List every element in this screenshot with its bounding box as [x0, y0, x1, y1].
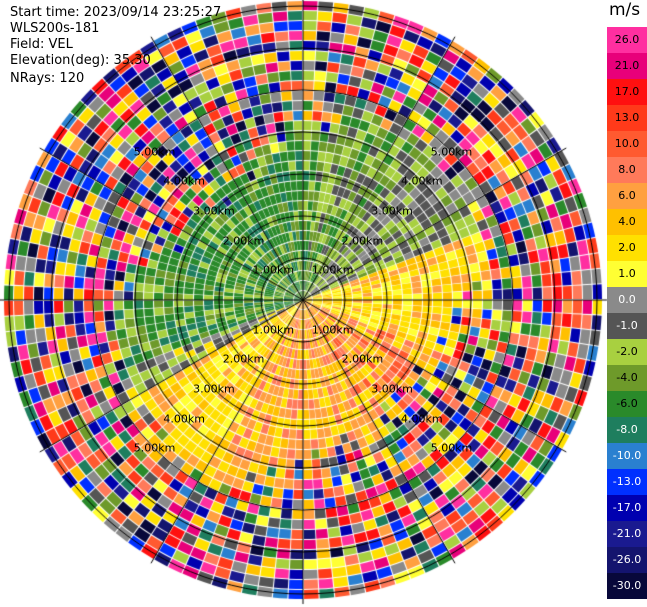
colorbar-tick-label: -21.0 [612, 527, 642, 540]
start-time-label: Start time: 2023/09/14 23:25:27 [10, 5, 222, 20]
colorbar-segment [607, 469, 647, 495]
colorbar-segment [607, 105, 647, 131]
colorbar-tick-label: 2.0 [618, 241, 636, 254]
colorbar-segment [607, 53, 647, 79]
range-ring-label: 4.00km [163, 412, 205, 426]
colorbar-segment [607, 521, 647, 547]
colorbar-segment [607, 339, 647, 365]
colorbar-segment [607, 365, 647, 391]
range-ring-label: 3.00km [371, 382, 413, 396]
range-ring-label: 5.00km [430, 145, 473, 158]
colorbar-tick-label: -13.0 [612, 475, 642, 488]
nrays-label: NRays: 120 [10, 71, 85, 86]
colorbar-segment [607, 235, 647, 261]
colorbar-segment [607, 417, 647, 443]
range-ring-label: 2.00km [222, 234, 265, 248]
elevation-label: Elevation(deg): 35.30 [10, 53, 151, 68]
colorbar-segment [607, 209, 647, 235]
colorbar-tick-label: 1.0 [618, 267, 636, 280]
colorbar-title: m/s [609, 0, 641, 20]
colorbar-segment [607, 157, 647, 183]
colorbar-tick-label: -6.0 [616, 397, 638, 410]
colorbar-tick-label: -26.0 [612, 553, 642, 566]
colorbar-segment [607, 27, 647, 53]
colorbar-segment [607, 183, 647, 209]
colorbar-tick-label: -1.0 [616, 319, 638, 332]
colorbar-tick-label: 10.0 [614, 137, 640, 150]
colorbar-segment [607, 131, 647, 157]
range-ring-label: 1.00km [252, 263, 295, 277]
range-ring-label: 4.00km [400, 412, 443, 426]
colorbar-tick-label: -17.0 [612, 501, 642, 514]
colorbar-tick-label: 8.0 [618, 163, 636, 176]
colorbar-tick-label: -8.0 [616, 423, 638, 436]
range-ring-label: 1.00km [311, 323, 354, 337]
colorbar-tick-label: 17.0 [614, 85, 640, 98]
colorbar-tick-label: 26.0 [614, 33, 640, 46]
colorbar-segment [607, 287, 647, 313]
range-ring-label: 1.00km [252, 323, 295, 337]
colorbar-segment [607, 79, 647, 105]
colorbar-tick-label: -30.0 [612, 579, 642, 592]
colorbar-tick-label: 4.0 [618, 215, 636, 228]
range-ring-label: 2.00km [341, 234, 384, 248]
colorbar-segment [607, 573, 647, 599]
range-ring-label: 4.00km [163, 174, 205, 188]
range-ring-label: 3.00km [193, 204, 235, 218]
colorbar-tick-label: -2.0 [616, 345, 638, 358]
colorbar-segment [607, 495, 647, 521]
colorbar-segment [607, 443, 647, 469]
range-ring-label: 4.00km [400, 174, 443, 188]
colorbar-tick-label: -4.0 [616, 371, 638, 384]
colorbar-tick-label: -10.0 [612, 449, 642, 462]
range-ring-label: 5.00km [133, 441, 176, 455]
colorbar-tick-label: 0.0 [618, 293, 636, 306]
colorbar-tick-label: 6.0 [618, 189, 636, 202]
range-ring-label: 3.00km [371, 204, 413, 218]
colorbar-segment [607, 391, 647, 417]
colorbar-segment [607, 547, 647, 573]
range-ring-label: 1.00km [311, 263, 354, 277]
colorbar-segment [607, 313, 647, 339]
range-ring-label: 5.00km [133, 145, 176, 158]
colorbar-segment [607, 261, 647, 287]
range-ring-label: 2.00km [222, 352, 265, 366]
field-label: Field: VEL [10, 37, 73, 52]
range-ring-label: 2.00km [341, 352, 384, 366]
colorbar-tick-label: 21.0 [614, 59, 640, 72]
colorbar-tick-label: 13.0 [614, 111, 640, 124]
range-ring-label: 3.00km [193, 382, 235, 396]
range-ring-label: 5.00km [430, 441, 473, 455]
instrument-label: WLS200s-181 [10, 21, 100, 36]
